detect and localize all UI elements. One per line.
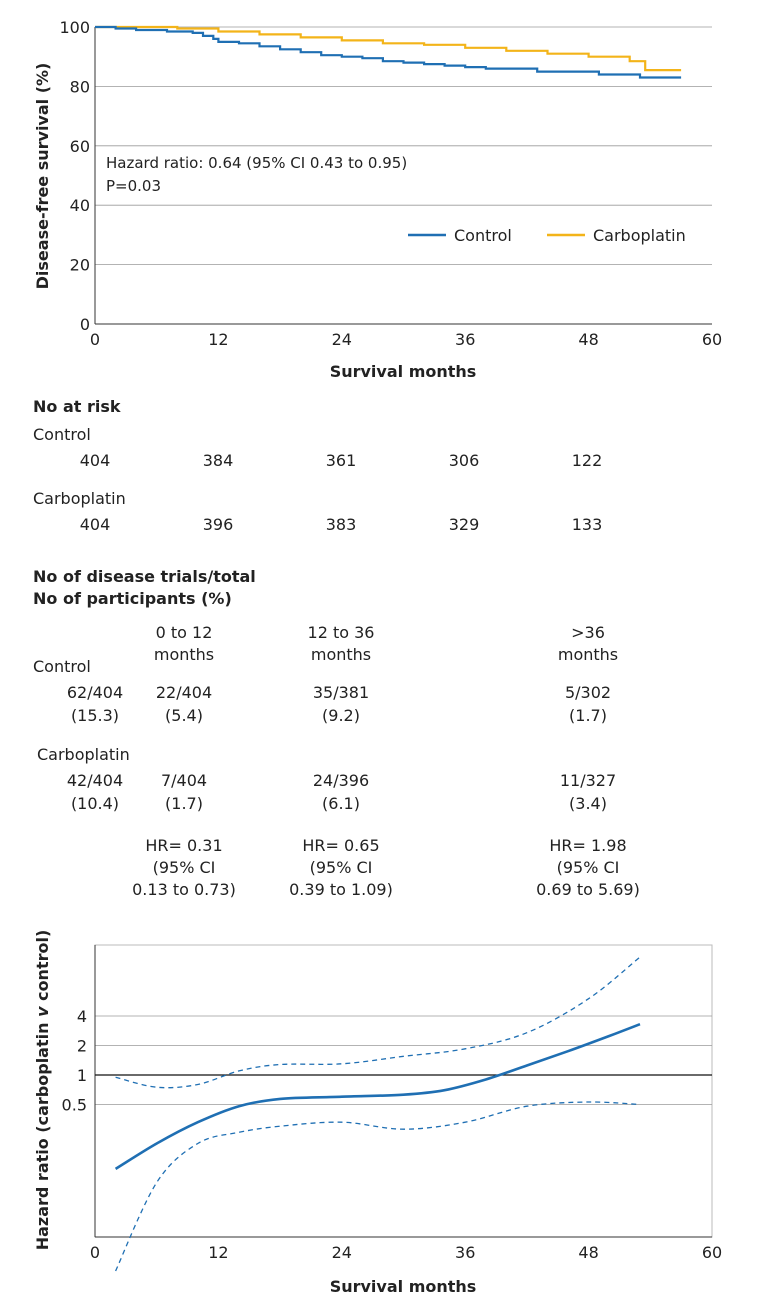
km-legend: Control Carboplatin (408, 226, 686, 245)
km-y-tick-label-80: 80 (70, 77, 90, 96)
km-y-tick-label-60: 60 (70, 137, 90, 156)
km-gridlines (95, 26, 712, 266)
hr-y-tick-label-2: 2 (77, 1037, 87, 1056)
hr-x-tick-label-24: 24 (332, 1243, 352, 1262)
hr-x-tick-label-60: 60 (702, 1243, 722, 1262)
hr-1-line3: 0.39 to 1.09) (289, 880, 393, 899)
km-series-carboplatin (95, 25, 682, 72)
hr-1-line2: (95% CI (310, 858, 373, 877)
events-label-control: Control (33, 657, 91, 676)
hr-ci-upper-curve (115, 956, 641, 1089)
at-risk-heading: No at risk (33, 397, 121, 416)
p-value-annotation: P=0.03 (106, 177, 161, 195)
km-y-axis-label: Disease-free survival (%) (33, 63, 52, 290)
hr-estimate-curve (114, 1022, 641, 1171)
carboplatin-total-line1: 42/404 (67, 771, 123, 790)
km-chart: 0 12 24 36 48 60 0 20 40 60 80 100 Hazard ratio: 0… (33, 18, 722, 381)
carboplatin-cell-1-line1: 24/396 (313, 771, 369, 790)
at-risk-label-carboplatin: Carboplatin (33, 489, 126, 508)
period-2-line1: >36 (571, 623, 605, 642)
km-x-tick-label-12: 12 (208, 330, 228, 349)
at-risk-control-48: 122 (572, 451, 603, 470)
period-0-line1: 0 to 12 (156, 623, 213, 642)
carboplatin-total-line2: (10.4) (71, 794, 119, 813)
hr-gridlines (95, 1015, 712, 1105)
control-cell-0-line2: (5.4) (165, 706, 203, 725)
events-heading-line1: No of disease trials/total (33, 567, 256, 586)
km-x-tick-label-48: 48 (578, 330, 598, 349)
km-y-tick-label-40: 40 (70, 196, 90, 215)
km-y-tick-label-20: 20 (70, 256, 90, 275)
hr-y-tick-label-0.5: 0.5 (62, 1096, 87, 1115)
hr-x-tick-label-48: 48 (578, 1243, 598, 1262)
hr-ylabel-part3: control) (33, 930, 52, 1007)
control-cell-0-line1: 22/404 (156, 683, 212, 702)
period-1-line2: months (311, 645, 371, 664)
period-1-line1: 12 to 36 (308, 623, 375, 642)
carboplatin-cell-2-line1: 11/327 (560, 771, 616, 790)
hr-y-tick-label-4: 4 (77, 1007, 87, 1026)
hr-2-line1: HR= 1.98 (549, 836, 626, 855)
at-risk-carboplatin-0: 404 (80, 515, 111, 534)
hr-0-line3: 0.13 to 0.73) (132, 880, 236, 899)
hr-0-line2: (95% CI (153, 858, 216, 877)
km-series-control (95, 25, 682, 79)
hr-x-tick-label-0: 0 (90, 1243, 100, 1262)
events-label-carboplatin: Carboplatin (37, 745, 130, 764)
hr-1-line1: HR= 0.65 (302, 836, 379, 855)
at-risk-control-12: 384 (203, 451, 234, 470)
control-cell-2-line1: 5/302 (565, 683, 611, 702)
control-cell-1-line1: 35/381 (313, 683, 369, 702)
control-total-line2: (15.3) (71, 706, 119, 725)
hr-x-ticks: 0 12 24 36 48 60 (90, 1243, 722, 1262)
hr-plot-frame (94, 944, 713, 1238)
km-x-tick-label-24: 24 (332, 330, 352, 349)
period-2-line2: months (558, 645, 618, 664)
km-y-tick-label-100: 100 (59, 18, 90, 37)
km-y-tick-label-0: 0 (80, 315, 90, 334)
at-risk-carboplatin-24: 383 (326, 515, 357, 534)
km-x-tick-label-0: 0 (90, 330, 100, 349)
km-x-axis-label: Survival months (330, 362, 477, 381)
hr-x-tick-label-12: 12 (208, 1243, 228, 1262)
carboplatin-cell-1-line2: (6.1) (322, 794, 360, 813)
events-heading-line2: No of participants (%) (33, 589, 232, 608)
hr-y-ticks: 4 2 1 0.5 (62, 1007, 87, 1115)
control-cell-2-line2: (1.7) (569, 706, 607, 725)
carboplatin-cell-0-line2: (1.7) (165, 794, 203, 813)
period-0-line2: months (154, 645, 214, 664)
hr-y-tick-label-1: 1 (77, 1066, 87, 1085)
hr-ci-lower-curve (115, 1101, 641, 1272)
at-risk-label-control: Control (33, 425, 91, 444)
at-risk-carboplatin-12: 396 (203, 515, 234, 534)
at-risk-control-0: 404 (80, 451, 111, 470)
hr-2-line3: 0.69 to 5.69) (536, 880, 640, 899)
hr-ylabel-part2: v (33, 1006, 52, 1017)
hr-0-line1: HR= 0.31 (145, 836, 222, 855)
carboplatin-cell-0-line1: 7/404 (161, 771, 207, 790)
at-risk-control-24: 361 (326, 451, 357, 470)
km-x-tick-label-60: 60 (702, 330, 722, 349)
at-risk-table: No at risk Control 404 384 361 306 122 C… (33, 397, 602, 534)
events-table: No of disease trials/total No of partici… (33, 567, 640, 899)
km-x-tick-label-36: 36 (455, 330, 475, 349)
hr-chart: 0 12 24 36 48 60 4 2 1 0.5 Hazard ratio (carbopl… (33, 930, 722, 1296)
at-risk-control-36: 306 (449, 451, 480, 470)
km-x-ticks: 0 12 24 36 48 60 (90, 330, 722, 349)
hazard-ratio-annotation: Hazard ratio: 0.64 (95% CI 0.43 to 0.95) (106, 154, 407, 172)
at-risk-carboplatin-36: 329 (449, 515, 480, 534)
hr-x-axis-label: Survival months (330, 1277, 477, 1296)
hr-y-axis-label: Hazard ratio (carboplatin v control) (33, 930, 52, 1251)
legend-label-control: Control (454, 226, 512, 245)
hr-x-tick-label-36: 36 (455, 1243, 475, 1262)
km-y-ticks: 0 20 40 60 80 100 (59, 18, 90, 334)
hr-ylabel-part1: Hazard ratio (carboplatin (33, 1017, 52, 1250)
control-cell-1-line2: (9.2) (322, 706, 360, 725)
hr-2-line2: (95% CI (557, 858, 620, 877)
control-total-line1: 62/404 (67, 683, 123, 702)
at-risk-carboplatin-48: 133 (572, 515, 603, 534)
carboplatin-cell-2-line2: (3.4) (569, 794, 607, 813)
legend-label-carboplatin: Carboplatin (593, 226, 686, 245)
